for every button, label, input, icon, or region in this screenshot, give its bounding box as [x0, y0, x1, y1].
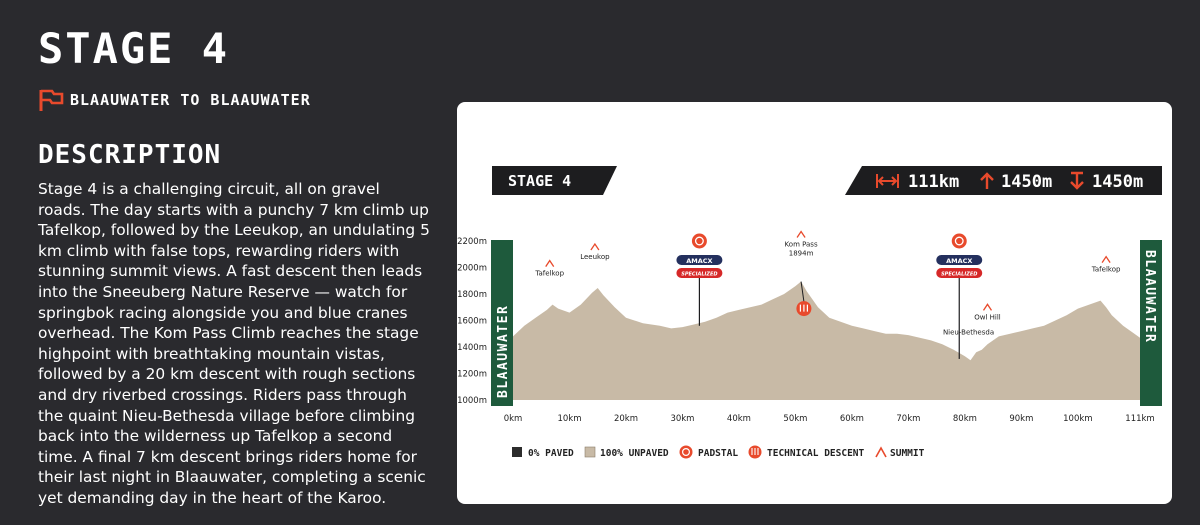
padstal-circle: [691, 233, 707, 249]
tan-square-icon: [584, 446, 596, 458]
legend: 0% PAVED 100% UNPAVED PADSTAL TECHNICAL …: [512, 445, 925, 459]
sponsor-specialized: SPECIALIZED: [941, 272, 977, 278]
description-body: Stage 4 is a challenging circuit, all on…: [38, 180, 430, 507]
route-label: BLAAUWATER TO BLAAUWATER: [70, 91, 311, 109]
summit-label: Tafelkop: [534, 270, 564, 278]
padstal-icon: [951, 233, 967, 249]
sponsor-amacx: AMACX: [686, 257, 712, 265]
terrain-area: [513, 281, 1140, 400]
y-tick-label: 1000m: [457, 396, 487, 406]
x-tick-label: 80km: [953, 414, 977, 424]
x-axis: 0km 10km 20km 30km 40km 50km 60km 70km 80km 90km 1…: [504, 414, 1155, 424]
flag-icon: [39, 89, 64, 111]
x-tick-label: 0km: [504, 414, 523, 424]
summit-label: Leeukop: [580, 253, 610, 261]
x-tick-label: 30km: [670, 414, 694, 424]
stage-banner: [492, 166, 617, 195]
start-bar: [491, 240, 513, 406]
summit-icon: [982, 303, 993, 311]
y-tick-label: 1200m: [457, 370, 487, 380]
sponsor-badge-amacx: [676, 255, 723, 265]
technical-descent-lines: [799, 304, 809, 312]
summit-label: 1894m: [789, 250, 814, 258]
finish-bar: [1140, 240, 1162, 406]
y-tick-label: 2200m: [457, 237, 487, 247]
sponsor-badge-specialized: [676, 268, 723, 278]
summit-icon: [590, 242, 600, 251]
x-tick-label: 20km: [614, 414, 638, 424]
elevation-profile-card: STAGE 4 111km 1450m 1450m BLAAUWATER BLA…: [457, 102, 1172, 504]
distance-icon: [876, 174, 899, 188]
sponsor-badge-specialized: [936, 268, 983, 278]
y-tick-label: 1600m: [457, 317, 487, 327]
padstal-icon: [691, 233, 707, 249]
sponsor-badge-amacx: [936, 255, 983, 265]
x-tick-label: 111km: [1125, 414, 1154, 424]
dark-square-icon: [512, 447, 522, 457]
padstal-inner: [694, 236, 704, 246]
x-tick-label: 10km: [557, 414, 581, 424]
climb-icon: [980, 172, 994, 189]
start-label: BLAAUWATER: [496, 305, 511, 398]
legend-summit: SUMMIT: [890, 448, 925, 459]
descent-icon: [1070, 171, 1084, 190]
technical-descent-icon: [796, 281, 812, 317]
padstal-inner: [954, 236, 964, 246]
x-tick-label: 70km: [896, 414, 920, 424]
legend-unpaved: 100% UNPAVED: [600, 448, 669, 459]
x-tick-label: 60km: [840, 414, 864, 424]
stat-climb: 1450m: [1001, 172, 1052, 192]
legend-padstal: PADSTAL: [698, 448, 738, 459]
sponsor-amacx: AMACX: [946, 257, 972, 265]
town-label: Nieu-Bethesda: [943, 328, 994, 336]
marker-stem: [800, 281, 805, 302]
technical-descent-icon: [748, 445, 762, 459]
summit-icon: [796, 230, 806, 238]
x-tick-label: 90km: [1009, 414, 1033, 424]
y-tick-label: 1400m: [457, 343, 487, 353]
summit-label: Kom Pass: [785, 241, 818, 249]
description-heading: DESCRIPTION: [38, 140, 222, 170]
summit-icon: [545, 259, 555, 267]
legend-paved: 0% PAVED: [528, 448, 574, 459]
sponsor-specialized: SPECIALIZED: [681, 272, 717, 278]
y-tick-label: 2000m: [457, 264, 487, 274]
legend-technical: TECHNICAL DESCENT: [767, 448, 865, 459]
x-tick-label: 100km: [1063, 414, 1092, 424]
summit-icon: [1101, 255, 1111, 263]
stat-distance: 111km: [908, 172, 959, 192]
finish-label: BLAAUWATER: [1142, 250, 1157, 343]
summit-label: Owl Hill: [974, 313, 1001, 321]
elevation-profile-chart: STAGE 4 111km 1450m 1450m BLAAUWATER BLA…: [457, 166, 1162, 459]
padstal-circle: [951, 233, 967, 249]
stage-title: STAGE 4: [38, 24, 230, 73]
padstal-icon: [679, 445, 693, 459]
stage-banner-label: STAGE 4: [508, 172, 571, 190]
x-tick-label: 40km: [727, 414, 751, 424]
stat-descent: 1450m: [1092, 172, 1143, 192]
route-row: BLAAUWATER TO BLAAUWATER: [38, 88, 311, 112]
y-axis: 2200m 2000m 1800m 1600m 1400m 1200m 1000m: [457, 237, 487, 406]
summit-icon: [875, 446, 887, 458]
x-tick-label: 50km: [783, 414, 807, 424]
summit-label: Tafelkop: [1091, 266, 1121, 274]
y-tick-label: 1800m: [457, 290, 487, 300]
